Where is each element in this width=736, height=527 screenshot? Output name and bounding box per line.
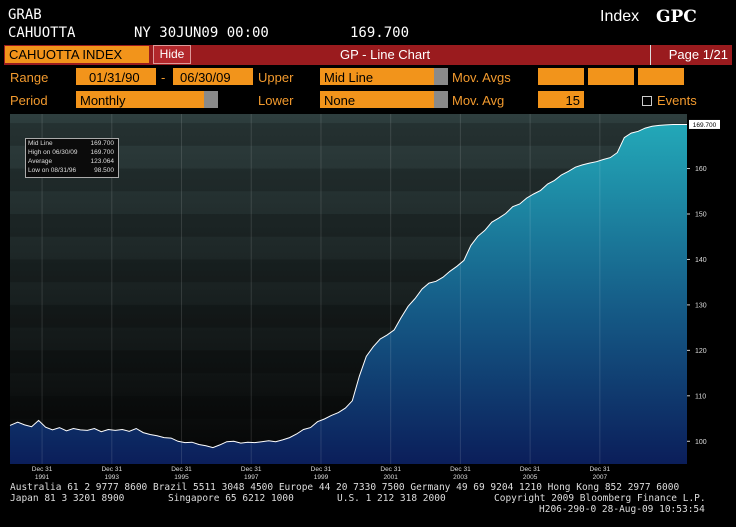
y-tick-label: 140 xyxy=(695,257,707,264)
x-tick-label-year: 2001 xyxy=(383,474,398,480)
x-tick-label-date: Dec 31 xyxy=(590,466,611,473)
y-tick-label: 100 xyxy=(695,439,707,446)
range-dash: - xyxy=(161,70,166,85)
range-label: Range xyxy=(10,70,49,85)
x-tick-label-year: 1993 xyxy=(105,474,120,480)
legend-row-value: 169.700 xyxy=(90,149,115,156)
x-tick-label-date: Dec 31 xyxy=(171,466,192,473)
x-tick-label-year: 1991 xyxy=(35,474,50,480)
lower-select[interactable]: None xyxy=(320,91,436,108)
x-tick-label-date: Dec 31 xyxy=(241,466,262,473)
y-tick-label: 110 xyxy=(695,393,706,400)
x-tick-label-date: Dec 31 xyxy=(380,466,401,473)
mov-avg-field-1[interactable] xyxy=(538,68,584,85)
x-tick-label-date: Dec 31 xyxy=(311,466,332,473)
mov-avg-label: Mov. Avg xyxy=(452,93,505,108)
legend-row-value: 123.064 xyxy=(90,158,115,165)
legend-row: High on 06/30/09 169.700 xyxy=(28,149,116,157)
footer-copyright: Copyright 2009 Bloomberg Finance L.P. xyxy=(494,493,706,504)
range-start-field[interactable]: 01/31/90 xyxy=(76,68,156,85)
x-tick-label-year: 2003 xyxy=(453,474,468,480)
legend-row-label: Average xyxy=(28,158,53,165)
lower-select-arrow[interactable] xyxy=(434,91,448,108)
lower-label: Lower xyxy=(258,93,294,108)
upper-select[interactable]: Mid Line xyxy=(320,68,436,85)
footer-japan: Japan 81 3 3201 8900 xyxy=(10,493,125,504)
x-tick-label-date: Dec 31 xyxy=(520,466,541,473)
header-last-value: 169.700 xyxy=(350,25,410,41)
header-ticker: GPC xyxy=(656,7,697,27)
header-exchange-date: NY 30JUN09 00:00 xyxy=(134,25,269,41)
legend-row-label: Low on 08/31/96 xyxy=(28,167,77,174)
last-value-label: 169.700 xyxy=(693,122,717,129)
y-tick-label: 130 xyxy=(695,302,707,309)
footer-singapore: Singapore 65 6212 1000 xyxy=(168,493,294,504)
header-security: CAHUOTTA xyxy=(8,25,76,41)
range-end-field[interactable]: 06/30/09 xyxy=(173,68,253,85)
legend-row-value: 98.500 xyxy=(94,167,114,174)
legend-row: Average 123.064 xyxy=(28,158,116,166)
grid-band xyxy=(10,168,687,192)
x-tick-label-date: Dec 31 xyxy=(101,466,122,473)
chart-title: GP - Line Chart xyxy=(340,47,431,62)
legend-row: Low on 08/31/96 98.500 xyxy=(28,167,116,175)
footer-timestamp: H206-290-0 28-Aug-09 10:53:54 xyxy=(539,504,705,515)
security-name-field[interactable]: CAHUOTTA INDEX xyxy=(5,46,149,63)
period-select-arrow[interactable] xyxy=(204,91,218,108)
legend-row-label: High on 06/30/09 xyxy=(28,149,78,156)
legend-row-value: 169.700 xyxy=(90,140,115,147)
header-index-label: Index xyxy=(600,8,640,25)
x-tick-label-date: Dec 31 xyxy=(450,466,471,473)
x-tick-label-year: 1999 xyxy=(314,474,329,480)
legend-row: Mid Line 169.700 xyxy=(28,140,116,148)
period-label: Period xyxy=(10,93,48,108)
footer-line-1: Australia 61 2 9777 8600 Brazil 5511 304… xyxy=(10,482,680,493)
mov-avg-field-2[interactable] xyxy=(588,68,634,85)
y-tick-label: 160 xyxy=(695,166,707,173)
mov-avg-field-3[interactable] xyxy=(638,68,684,85)
footer-us: U.S. 1 212 318 2000 xyxy=(337,493,446,504)
period-select[interactable]: Monthly xyxy=(76,91,206,108)
events-checkbox[interactable] xyxy=(642,96,652,106)
area-fill xyxy=(10,124,687,464)
y-tick-label: 120 xyxy=(695,348,707,355)
mov-avgs-label: Mov. Avgs xyxy=(452,70,511,85)
x-tick-label-year: 2005 xyxy=(523,474,538,480)
mov-avg-value-field[interactable]: 15 xyxy=(538,91,584,108)
x-tick-label-year: 2007 xyxy=(593,474,608,480)
x-tick-label-date: Dec 31 xyxy=(32,466,53,473)
series-line xyxy=(9,124,687,449)
header-grab: GRAB xyxy=(8,7,42,23)
x-tick-label-year: 1995 xyxy=(174,474,189,480)
upper-select-arrow[interactable] xyxy=(434,68,448,85)
grid-band xyxy=(10,123,687,146)
last-value-box xyxy=(689,119,720,129)
legend-row-label: Mid Line xyxy=(28,140,53,147)
events-label: Events xyxy=(657,93,697,108)
page-indicator[interactable]: Page 1/21 xyxy=(650,45,732,65)
hide-button[interactable]: Hide xyxy=(153,45,191,64)
x-tick-label-year: 1997 xyxy=(244,474,259,480)
y-tick-label: 150 xyxy=(695,212,707,219)
upper-label: Upper xyxy=(258,70,294,85)
stats-legend: Mid Line 169.700 High on 06/30/09 169.700 Av… xyxy=(25,138,119,178)
y-axis-panel xyxy=(687,114,723,464)
